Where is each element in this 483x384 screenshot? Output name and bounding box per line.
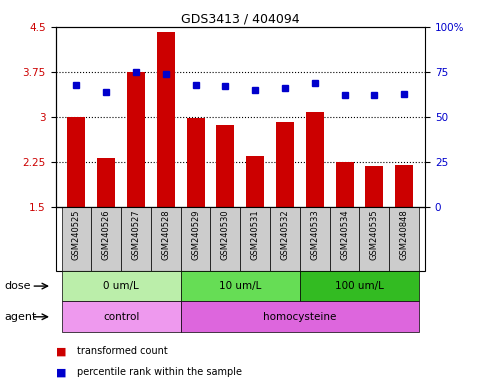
Bar [61,301,181,332]
Bar [97,158,115,207]
Bar [186,118,204,207]
Text: dose: dose [5,281,31,291]
Bar [336,162,354,207]
Text: GSM240534: GSM240534 [340,209,349,260]
Bar [157,32,175,207]
Bar [306,112,324,207]
Text: GSM240533: GSM240533 [310,209,319,260]
Bar [270,207,300,271]
Bar [330,207,359,271]
Bar [121,207,151,271]
Bar [127,72,145,207]
Text: GSM240529: GSM240529 [191,209,200,260]
Bar [359,207,389,271]
Text: GSM240526: GSM240526 [102,209,111,260]
Text: GSM240527: GSM240527 [131,209,141,260]
Bar [389,207,419,271]
Text: control: control [103,312,139,322]
Bar [91,207,121,271]
Bar [395,165,413,207]
Bar [276,122,294,207]
Title: GDS3413 / 404094: GDS3413 / 404094 [181,13,299,26]
Bar [366,166,384,207]
Text: GSM240848: GSM240848 [399,209,409,260]
Bar [181,301,419,332]
Text: 0 um/L: 0 um/L [103,281,139,291]
Text: GSM240530: GSM240530 [221,209,230,260]
Bar [241,207,270,271]
Text: 100 um/L: 100 um/L [335,281,384,291]
Bar [300,207,330,271]
Bar [211,207,241,271]
Text: GSM240532: GSM240532 [281,209,289,260]
Text: 10 um/L: 10 um/L [219,281,261,291]
Text: percentile rank within the sample: percentile rank within the sample [77,367,242,377]
Bar [300,271,419,301]
Text: GSM240528: GSM240528 [161,209,170,260]
Text: homocysteine: homocysteine [263,312,337,322]
Text: GSM240535: GSM240535 [370,209,379,260]
Bar [216,125,234,207]
Text: GSM240525: GSM240525 [72,209,81,260]
Bar [61,271,181,301]
Text: ■: ■ [56,367,66,377]
Bar [68,117,85,207]
Text: GSM240531: GSM240531 [251,209,260,260]
Text: transformed count: transformed count [77,346,168,356]
Text: agent: agent [5,312,37,322]
Bar [181,271,300,301]
Text: ■: ■ [56,346,66,356]
Bar [181,207,211,271]
Bar [151,207,181,271]
Bar [246,156,264,207]
Bar [61,207,91,271]
